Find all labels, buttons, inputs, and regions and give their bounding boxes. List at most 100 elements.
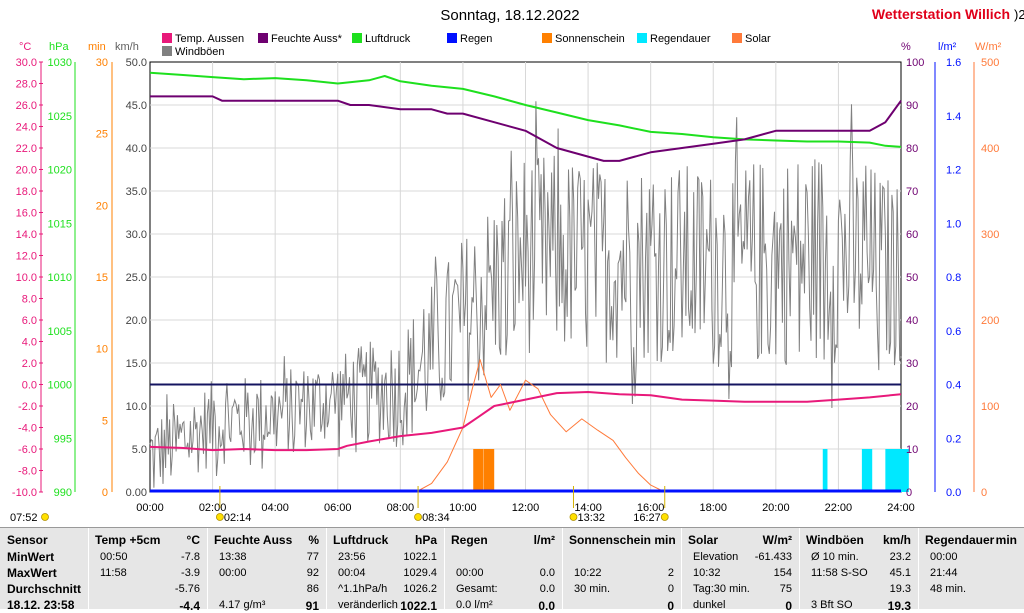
stats-column-header: Solar bbox=[688, 533, 719, 547]
stats-column-unit: km/h bbox=[882, 533, 911, 547]
tick-label-temp: 0.0 bbox=[22, 380, 37, 392]
tick-label-humidity: 40 bbox=[906, 315, 918, 327]
stats-cell-time: 11:58 S-SO bbox=[811, 567, 868, 579]
axis-unit-temp: °C bbox=[19, 41, 31, 53]
stats-cell-time: 21:44 bbox=[930, 567, 958, 579]
tick-label-wind: 50.0 bbox=[126, 57, 147, 69]
tick-label-temp: -6.0 bbox=[18, 444, 37, 456]
axis-unit-rain: l/m² bbox=[938, 41, 957, 53]
tick-label-time: 06:00 bbox=[324, 502, 352, 514]
stats-column-unit: l/m² bbox=[533, 533, 555, 547]
tick-label-temp: 10.0 bbox=[16, 272, 37, 284]
stats-column: Windböen km/h Ø 10 min. 23.2 11:58 S-SO 45.1 1… bbox=[799, 528, 919, 613]
stats-cell-time: 0.0 l/m² bbox=[456, 599, 493, 611]
legend-label: Sonnenschein bbox=[555, 33, 625, 45]
legend-swatch bbox=[352, 33, 362, 43]
legend-label: Regen bbox=[460, 33, 492, 45]
day-length-label: 07:52 bbox=[10, 512, 38, 524]
tick-label-sun-min: 0 bbox=[102, 487, 108, 499]
stats-column-unit: min bbox=[995, 533, 1017, 547]
tick-label-pressure: 1025 bbox=[48, 111, 72, 123]
tick-label-sun-min: 20 bbox=[96, 200, 108, 212]
tick-label-rain: 0.2 bbox=[946, 433, 961, 445]
stats-cell-value: 0 bbox=[785, 599, 792, 613]
stats-column-header: Windböen bbox=[806, 533, 864, 547]
tick-label-time: 12:00 bbox=[512, 502, 540, 514]
axis-unit-solar: W/m² bbox=[975, 41, 1002, 53]
series-feuchte-line bbox=[150, 95, 902, 162]
legend-swatch bbox=[447, 33, 457, 43]
legend-label: Temp. Aussen bbox=[175, 33, 244, 45]
tick-label-temp: 6.0 bbox=[22, 315, 37, 327]
tick-label-humidity: 0 bbox=[906, 487, 912, 499]
legend-label: Solar bbox=[745, 33, 771, 45]
tick-label-pressure: 990 bbox=[54, 487, 72, 499]
tick-label-temp: 14.0 bbox=[16, 229, 37, 241]
tick-label-pressure: 1005 bbox=[48, 326, 72, 338]
tick-label-rain: 1.4 bbox=[946, 111, 961, 123]
stats-cell-time: 10:32 bbox=[693, 567, 721, 579]
tick-label-humidity: 70 bbox=[906, 186, 918, 198]
tick-label-temp: 4.0 bbox=[22, 337, 37, 349]
stats-cell-time: ^1.1hPa/h bbox=[338, 583, 388, 595]
tick-label-humidity: 100 bbox=[906, 57, 924, 69]
stats-cell-time: 23:56 bbox=[338, 551, 366, 563]
tick-label-sun-min: 30 bbox=[96, 57, 108, 69]
tick-label-time: 24:00 bbox=[887, 502, 915, 514]
tick-label-pressure: 995 bbox=[54, 433, 72, 445]
stats-cell-value: -7.8 bbox=[181, 551, 200, 563]
series-solar-line bbox=[415, 359, 665, 493]
stats-cell-time: 11:58 bbox=[100, 567, 127, 579]
tick-label-solar: 500 bbox=[981, 57, 999, 69]
stats-cell-time: 00:04 bbox=[338, 567, 366, 579]
tick-label-wind: 15.0 bbox=[126, 358, 147, 370]
stats-column-header: Regendauer bbox=[925, 533, 995, 547]
sunset-marker-time: 16:27 bbox=[633, 512, 661, 524]
stats-cell-value: 1029.4 bbox=[403, 567, 437, 579]
legend-item: Windböen bbox=[162, 46, 225, 58]
tick-label-rain: 1.0 bbox=[946, 218, 961, 230]
legend-swatch bbox=[732, 33, 742, 43]
stats-cell-time: Tag:30 min. bbox=[693, 583, 750, 595]
stats-cell-time: 3 Bft SO bbox=[811, 599, 853, 611]
weather-chart: Sonntag, 18.12.2022 Wetterstation Willic… bbox=[10, 6, 1024, 524]
legend-swatch bbox=[162, 46, 172, 56]
legend-label: Luftdruck bbox=[365, 33, 411, 45]
stats-cell-value: 0.0 bbox=[539, 567, 555, 579]
stats-row-label: 18.12. 23:58 bbox=[7, 598, 75, 612]
axis-unit-sun_min: min bbox=[88, 41, 106, 53]
station-name: Wetterstation Willich bbox=[872, 6, 1010, 22]
stats-cell-value: 77 bbox=[306, 551, 319, 563]
stats-cell-time: 30 min. bbox=[574, 583, 611, 595]
tick-label-humidity: 20 bbox=[906, 401, 918, 413]
legend-label: Windböen bbox=[175, 46, 225, 58]
stats-column-header: Sensor bbox=[7, 533, 48, 547]
tick-label-rain: 1.2 bbox=[946, 165, 961, 177]
tick-label-time: 04:00 bbox=[261, 502, 289, 514]
tick-label-temp: 24.0 bbox=[16, 122, 37, 134]
stats-cell-time: 00:50 bbox=[100, 551, 128, 563]
rainduration-bar bbox=[885, 449, 909, 492]
series-luftdruck-line bbox=[149, 71, 902, 148]
stats-cell-value: 19.3 bbox=[889, 583, 911, 595]
tick-label-time: 18:00 bbox=[699, 502, 727, 514]
legend-item: Feuchte Auss* bbox=[258, 33, 343, 45]
page-title: Sonntag, 18.12.2022 bbox=[440, 7, 579, 24]
stats-row-label: MaxWert bbox=[7, 566, 57, 580]
tick-label-time: 10:00 bbox=[449, 502, 477, 514]
tick-label-pressure: 1000 bbox=[48, 380, 72, 392]
tick-label-temp: 20.0 bbox=[16, 165, 37, 177]
tick-label-rain: 0.6 bbox=[946, 326, 961, 338]
stats-cell-value: 75 bbox=[779, 583, 792, 595]
stats-cell-value: 0 bbox=[667, 599, 674, 613]
tick-label-pressure: 1030 bbox=[48, 57, 72, 69]
solar-noon-marker-icon bbox=[569, 513, 578, 521]
tick-label-rain: 0.8 bbox=[946, 272, 961, 284]
stats-column: Feuchte Auss% 13:38 77 00:00 92 86 4.17 g/m³ 91 bbox=[207, 528, 327, 613]
tick-label-temp: -10.0 bbox=[12, 487, 37, 499]
stats-cell-value: 86 bbox=[306, 583, 319, 595]
tick-label-wind: 25.0 bbox=[126, 272, 147, 284]
stats-cell-value: 1022.1 bbox=[403, 551, 437, 563]
tick-label-temp: 30.0 bbox=[16, 57, 37, 69]
corner-mark: )2 bbox=[1014, 7, 1024, 22]
